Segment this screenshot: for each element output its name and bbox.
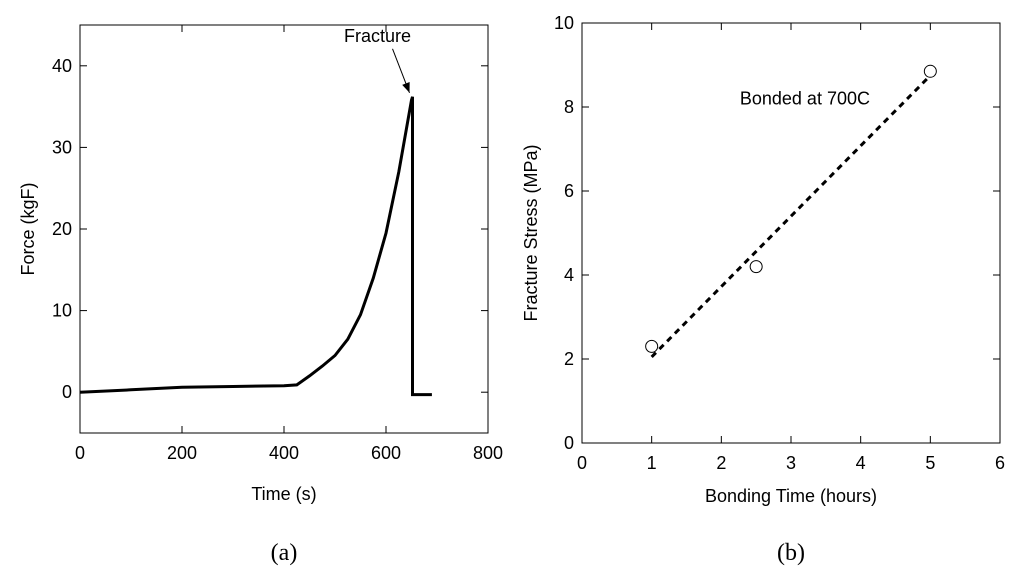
fracture-annotation: Fracture (344, 26, 411, 46)
b-y-tick-label: 2 (564, 349, 574, 369)
panel-a-force-time: 0 200 400 600 800 0 10 20 30 40 Fracture Time (s)… (18, 24, 503, 566)
panel-a-tick-labels: 0 200 400 600 800 0 10 20 30 40 (52, 56, 503, 463)
b-x-tick-label: 1 (647, 453, 657, 473)
a-x-tick-label: 800 (473, 443, 503, 463)
panel-a-caption: (a) (271, 540, 298, 566)
a-x-tick-label: 0 (75, 443, 85, 463)
a-y-tick-label: 40 (52, 56, 72, 76)
a-x-tick-label: 400 (269, 443, 299, 463)
panel-a-y-axis-label: Force (kgF) (18, 182, 38, 275)
data-point (749, 260, 763, 274)
panel-a-ticks (79, 25, 489, 433)
a-y-tick-label: 20 (52, 219, 72, 239)
b-x-tick-label: 4 (856, 453, 866, 473)
a-x-tick-label: 200 (167, 443, 197, 463)
fracture-arrowhead (402, 82, 410, 93)
bonded-temperature-annotation: Bonded at 700C (740, 89, 870, 109)
b-x-tick-label: 5 (925, 453, 935, 473)
b-x-tick-label: 2 (716, 453, 726, 473)
a-x-tick-label: 600 (371, 443, 401, 463)
data-points (645, 64, 937, 353)
panel-b-tick-labels: 0 1 2 3 4 5 6 0 2 4 6 8 10 (554, 13, 1005, 473)
panel-b-caption: (b) (777, 540, 805, 566)
panel-b-y-axis-label: Fracture Stress (MPa) (521, 144, 541, 321)
a-y-tick-label: 30 (52, 137, 72, 157)
b-x-tick-label: 3 (786, 453, 796, 473)
b-y-tick-label: 6 (564, 181, 574, 201)
panel-b-plot-frame (581, 22, 1001, 444)
panel-b-stress-time: 0 1 2 3 4 5 6 0 2 4 6 8 10 Bonded at 700C Bonding Ti… (521, 13, 1005, 566)
b-y-tick-label: 10 (554, 13, 574, 33)
b-x-tick-label: 0 (577, 453, 587, 473)
b-y-tick-label: 4 (564, 265, 574, 285)
panel-a-plot-frame (79, 24, 489, 434)
panel-b-x-axis-label: Bonding Time (hours) (705, 486, 877, 506)
a-y-tick-label: 0 (62, 382, 72, 402)
panel-b-ticks (581, 22, 1001, 444)
b-y-tick-label: 8 (564, 97, 574, 117)
force-curve (79, 96, 432, 397)
a-y-tick-label: 10 (52, 301, 72, 321)
linear-fit-line (650, 74, 932, 358)
data-point (923, 64, 937, 78)
b-y-tick-label: 0 (564, 433, 574, 453)
b-x-tick-label: 6 (995, 453, 1005, 473)
panel-a-x-axis-label: Time (s) (251, 484, 316, 504)
data-point (645, 339, 659, 353)
